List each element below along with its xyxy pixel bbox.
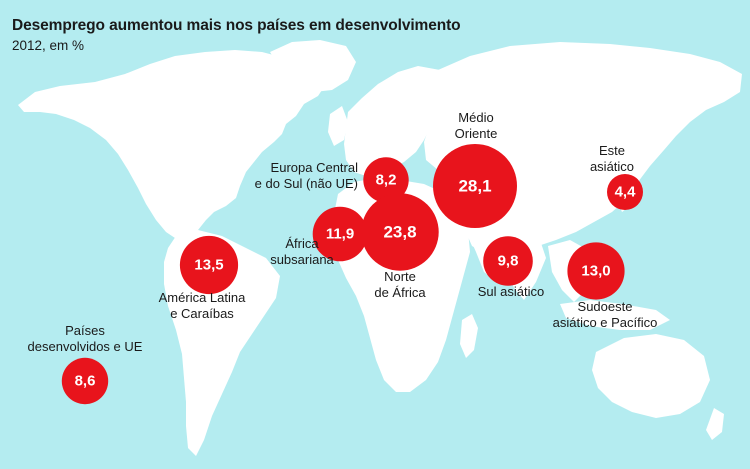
madagascar-landmass xyxy=(460,314,478,358)
subsaharan-bubble xyxy=(312,206,368,262)
southeast-asia-label-line: asiático e Pacífico xyxy=(553,315,658,330)
latam-bubble xyxy=(179,235,239,295)
europe-central-label-line: Europa Central xyxy=(271,160,359,175)
new-zealand-landmass xyxy=(706,408,724,440)
north-africa-bubble xyxy=(361,193,439,271)
latam-label-line: América Latina xyxy=(159,290,246,305)
middle-east-bubble xyxy=(433,144,517,228)
bubble-layer: 8,6 13,5 8,2 11,9 23,8 28,1 4,4 9,8 13,0 xyxy=(61,144,643,405)
uk-landmass xyxy=(328,106,348,146)
developed-value: 8,6 xyxy=(75,373,96,390)
latam-label-line: e Caraíbas xyxy=(170,306,234,321)
north-africa-label: Norte de África xyxy=(374,269,426,300)
continents xyxy=(18,40,742,456)
latam-label: América Latina e Caraíbas xyxy=(159,290,246,321)
europe-landmass xyxy=(344,66,450,176)
developed-label-line: desenvolvidos e UE xyxy=(28,339,143,354)
east-asia-bubble xyxy=(607,174,643,210)
greenland-landmass xyxy=(270,40,356,92)
subsaharan-label: África subsariana xyxy=(270,236,334,267)
subsaharan-label-line: subsariana xyxy=(270,252,334,267)
subsaharan-value: 11,9 xyxy=(326,226,354,243)
subsaharan-label-line: África xyxy=(285,236,319,251)
chart-title: Desemprego aumentou mais nos países em d… xyxy=(12,17,461,34)
chart-subtitle: 2012, em % xyxy=(12,38,85,53)
east-asia-label: Este asiático xyxy=(590,143,634,174)
south-asia-label-line: Sul asiático xyxy=(478,284,544,299)
europe-central-label-line: e do Sul (não UE) xyxy=(255,176,358,191)
middle-east-label-line: Oriente xyxy=(455,126,498,141)
north-africa-value: 23,8 xyxy=(383,223,416,242)
east-asia-value: 4,4 xyxy=(615,184,637,201)
indonesia-landmass xyxy=(560,300,670,330)
north-america-landmass xyxy=(18,50,326,240)
south-asia-label: Sul asiático xyxy=(478,284,544,299)
north-africa-label-line: Norte xyxy=(384,269,416,284)
east-asia-label-line: Este xyxy=(599,143,625,158)
middle-east-label-line: Médio xyxy=(458,110,493,125)
south-asia-bubble xyxy=(483,236,533,286)
latam-value: 13,5 xyxy=(194,257,223,274)
europe-central-value: 8,2 xyxy=(376,172,397,189)
middle-east-label: Médio Oriente xyxy=(455,110,498,141)
developed-bubble xyxy=(61,357,109,405)
east-asia-label-line: asiático xyxy=(590,159,634,174)
southeast-asia-bubble xyxy=(567,242,625,300)
southeast-asia-label: Sudoeste asiático e Pacífico xyxy=(553,299,658,330)
southeast-asia-value: 13,0 xyxy=(581,263,610,280)
developed-label: Países desenvolvidos e UE xyxy=(28,323,143,354)
australia-landmass xyxy=(592,334,710,418)
southeast-asia-label-line: Sudoeste xyxy=(578,299,633,314)
developed-label-line: Países xyxy=(65,323,105,338)
north-africa-label-line: de África xyxy=(374,285,426,300)
middle-east-value: 28,1 xyxy=(458,177,491,196)
europe-central-label: Europa Central e do Sul (não UE) xyxy=(255,160,358,191)
europe-central-bubble xyxy=(363,157,409,203)
south-asia-value: 9,8 xyxy=(498,253,519,270)
